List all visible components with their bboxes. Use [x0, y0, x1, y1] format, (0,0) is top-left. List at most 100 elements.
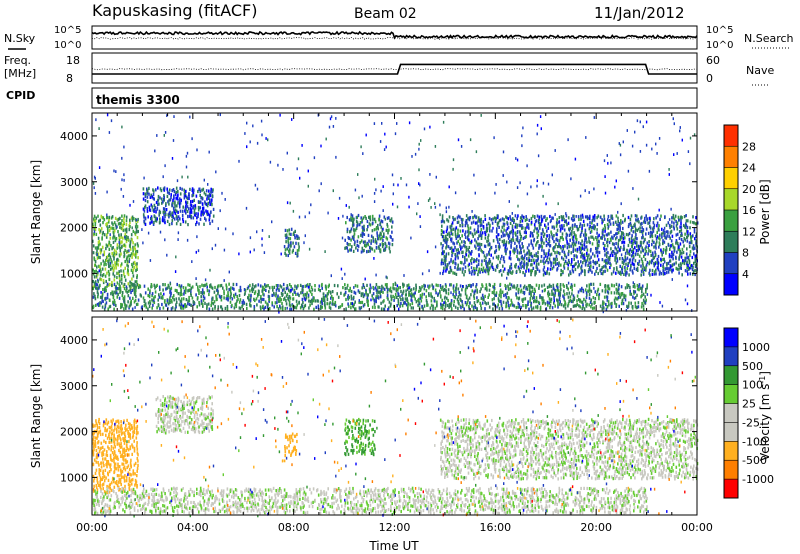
power-cell: [499, 237, 501, 242]
power-cell: [512, 249, 514, 253]
power-cell: [645, 287, 647, 292]
power-cell: [579, 250, 582, 254]
power-cell: [689, 136, 692, 140]
power-cell: [608, 240, 611, 245]
power-cell: [374, 238, 377, 242]
velocity-cell: [96, 423, 98, 427]
power-cell: [563, 266, 566, 270]
power-cell: [221, 191, 223, 195]
power-cell: [109, 226, 112, 230]
power-cell: [194, 206, 197, 210]
power-cell: [99, 248, 102, 252]
y-tick-label: 4000: [60, 130, 88, 143]
power-cell: [171, 219, 174, 223]
power-cell: [502, 234, 505, 238]
velocity-cell: [100, 487, 102, 491]
power-cell: [648, 169, 651, 173]
velocity-cell: [105, 476, 107, 480]
power-cell: [386, 222, 388, 227]
velocity-cell: [102, 482, 105, 486]
power-cell: [591, 302, 593, 306]
power-cell: [455, 283, 458, 287]
power-cell: [686, 235, 689, 239]
power-cell: [586, 253, 588, 257]
power-cell: [105, 235, 108, 239]
power-cell: [604, 229, 606, 233]
power-cell: [372, 292, 375, 296]
power-cell: [441, 298, 443, 302]
power-cell: [149, 289, 151, 293]
power-cell: [475, 216, 477, 220]
power-cell: [126, 286, 128, 290]
power-cell: [201, 288, 204, 292]
power-cell: [639, 150, 642, 153]
power-cell: [106, 190, 108, 194]
power-cell: [151, 217, 153, 221]
power-cell: [610, 305, 613, 309]
velocity-cell: [93, 479, 95, 483]
power-cell: [548, 243, 550, 246]
power-cell: [212, 188, 214, 192]
power-cell: [476, 242, 479, 246]
power-cell: [498, 225, 500, 229]
power-cell: [607, 218, 609, 222]
power-colorbar-tick-label: 8: [742, 247, 749, 260]
power-cell: [528, 256, 530, 260]
power-cell: [184, 206, 187, 210]
power-cell: [523, 292, 525, 296]
power-cell: [124, 302, 126, 306]
power-cell: [211, 307, 214, 311]
power-cell: [96, 287, 99, 291]
power-cell: [279, 284, 281, 288]
power-cell: [95, 118, 97, 122]
power-cell: [111, 247, 113, 251]
power-cell: [644, 247, 646, 251]
power-cell: [116, 243, 119, 247]
power-cell: [680, 232, 683, 236]
power-cell: [148, 208, 151, 212]
power-cell: [259, 284, 262, 288]
power-cell: [629, 217, 632, 221]
power-cell: [113, 282, 116, 286]
power-cell: [276, 286, 279, 290]
power-cell: [507, 236, 510, 240]
power-cell: [180, 288, 182, 292]
power-cell: [261, 133, 263, 137]
power-cell: [686, 231, 689, 236]
power-cell: [187, 214, 189, 218]
power-cell: [594, 290, 597, 294]
velocity-cell: [94, 436, 97, 440]
power-cell: [131, 226, 133, 230]
power-cell: [686, 262, 688, 266]
power-cell: [324, 300, 326, 304]
power-cell: [182, 304, 184, 308]
power-cell: [131, 238, 133, 242]
power-cell: [461, 223, 464, 227]
power-cell: [350, 289, 353, 294]
power-cell: [143, 284, 146, 288]
power-cell: [610, 247, 612, 251]
power-cell: [476, 264, 478, 268]
power-cell: [234, 302, 237, 307]
power-cell: [171, 306, 174, 310]
power-cell: [125, 227, 128, 231]
power-cell: [456, 241, 458, 245]
power-cell: [645, 143, 648, 147]
power-cell: [538, 244, 541, 248]
power-cell: [298, 236, 300, 240]
power-cell: [384, 217, 386, 221]
power-cell: [506, 180, 508, 184]
power-cell: [253, 307, 256, 311]
power-cell: [607, 251, 609, 255]
power-cell: [480, 296, 483, 300]
power-cell: [583, 297, 585, 301]
power-cell: [551, 292, 553, 296]
power-cell: [108, 272, 111, 276]
power-cell: [342, 286, 344, 290]
power-cell: [687, 272, 689, 276]
power-cell: [644, 220, 647, 224]
power-cell: [373, 257, 375, 260]
power-cell: [106, 113, 109, 117]
power-cell: [689, 220, 692, 224]
power-cell: [640, 215, 643, 219]
